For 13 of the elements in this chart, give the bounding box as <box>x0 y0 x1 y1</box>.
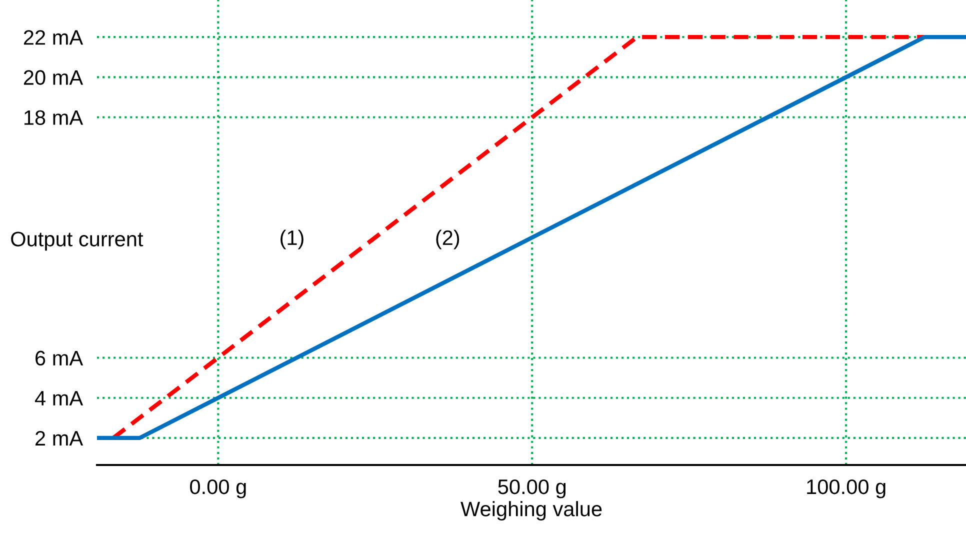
x-axis-title: Weighing value <box>460 501 602 521</box>
series-label: (2) <box>436 230 460 250</box>
x-tick-label: 50.00 g <box>498 479 566 498</box>
y-tick-label: 4 mA <box>34 391 84 406</box>
series-label: (1) <box>280 230 304 250</box>
y-axis-title: Output current <box>11 232 144 251</box>
y-tick-label: 18 mA <box>24 110 84 126</box>
x-tick-label: 100.00 g <box>807 479 886 498</box>
x-tick-label: 0.00 g <box>190 479 246 498</box>
y-tick-label: 6 mA <box>36 350 84 366</box>
y-tick-label: 2 mA <box>36 430 84 446</box>
y-tick-label: 22 mA <box>24 30 84 45</box>
y-tick-label: 20 mA <box>24 70 84 85</box>
